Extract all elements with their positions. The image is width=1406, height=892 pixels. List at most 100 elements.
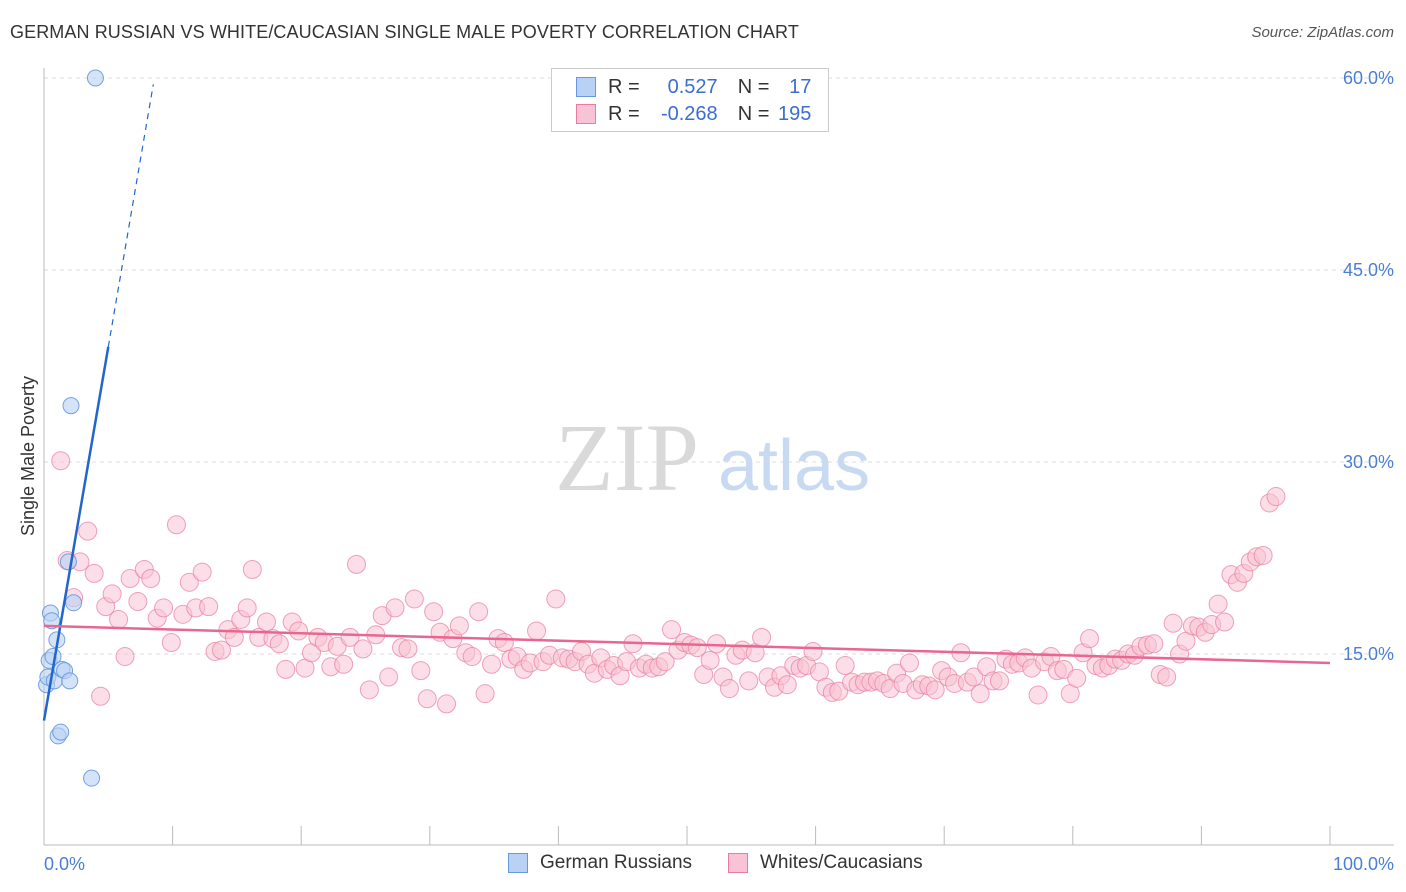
whites-caucasians-point [970,684,990,704]
whites-caucasians-point [527,621,547,641]
whites-caucasians-point [482,654,502,674]
whites-caucasians-point [494,632,514,652]
whites-caucasians-point [242,560,262,580]
whites-caucasians-point [662,620,682,640]
whites-caucasians-point [1253,545,1273,565]
whites-caucasians-point [404,589,424,609]
whites-caucasians-point [1266,487,1286,507]
whites-caucasians-point [192,562,212,582]
y-tick-label: 45.0% [1343,260,1394,280]
whites-caucasians-point [1215,612,1235,632]
legend-swatch-blue [576,77,596,97]
x-tick-label-max: 100.0% [1333,854,1394,874]
whites-caucasians-point [424,602,444,622]
source-label: Source: ZipAtlas.com [1251,24,1394,41]
whites-caucasians-point [449,616,469,636]
bottom-legend-label: German Russians [540,852,693,873]
whites-caucasians-point [359,680,379,700]
watermark-zip: ZIP [555,404,699,511]
whites-caucasians-point [78,521,98,541]
whites-caucasians-point [51,451,71,471]
whites-caucasians-point [803,641,823,661]
whites-caucasians-point [199,597,219,617]
whites-caucasians-point [899,653,919,673]
whites-caucasians-point [437,694,457,714]
whites-caucasians-point [1080,629,1100,649]
whites-caucasians-point [120,568,140,588]
whites-caucasians-point [411,661,431,681]
german-russians-point [62,397,80,415]
legend-n-value: 195 [778,102,812,125]
whites-caucasians-point [269,634,289,654]
whites-caucasians-point [462,647,482,667]
whites-caucasians-point [752,627,772,647]
whites-caucasians-point [128,592,148,612]
legend-r-label: R = [608,102,640,125]
german-russians-point [59,553,77,571]
x-ticks [172,826,1331,845]
whites-caucasians-point [379,667,399,687]
bottom-legend-swatch-pink [728,853,748,873]
watermark: ZIP atlas [555,404,870,511]
legend-n-label: N = [737,102,770,125]
whites-caucasians-point [289,621,309,641]
legend-swatch-pink [576,104,596,124]
whites-caucasians-point [237,598,257,618]
whites-caucasians-point [835,656,855,676]
german-russians-trendline-extension [107,84,154,347]
whites-caucasians-point [989,671,1009,691]
whites-caucasians-point [707,634,727,654]
legend-row-whites-caucasians: R = -0.268 N = 195 [576,102,811,126]
whites-caucasians-point [469,602,489,622]
german-russians-point [61,672,79,690]
whites-caucasians-point [1067,668,1087,688]
german-russians-point [65,594,83,612]
whites-caucasians-point [655,652,675,672]
whites-caucasians-points [51,451,1286,714]
german-russians-point [52,723,70,741]
whites-caucasians-point [1028,685,1048,705]
legend-r-label: R = [608,75,640,98]
trendlines [42,84,1331,721]
y-axis-title: Single Male Poverty [18,376,38,536]
whites-caucasians-point [385,598,405,618]
whites-caucasians-point [84,563,104,583]
whites-caucasians-point [398,639,418,659]
bottom-legend-whites-caucasians: Whites/Caucasians [728,852,923,874]
bottom-legend: German Russians Whites/Caucasians [0,852,1406,878]
whites-caucasians-point [224,627,244,647]
y-tick-label: 15.0% [1343,644,1394,664]
whites-caucasians-point [256,612,276,632]
bottom-legend-label: Whites/Caucasians [760,852,923,873]
whites-caucasians-point [109,609,129,629]
whites-caucasians-point [154,598,174,618]
whites-caucasians-point [179,572,199,592]
german-russians-trendline [42,346,110,721]
whites-caucasians-point [925,680,945,700]
whites-caucasians-point [161,632,181,652]
whites-caucasians-point [475,684,495,704]
whites-caucasians-point [115,647,135,667]
whites-caucasians-point [719,679,739,699]
whites-caucasians-point [1163,613,1183,633]
whites-caucasians-point [211,640,231,660]
whites-caucasians-point [166,515,186,535]
whites-caucasians-point [340,627,360,647]
german-russians-point [86,69,104,87]
legend-r-value: -0.268 [660,102,718,125]
legend-r-value: 0.527 [667,75,718,98]
whites-caucasians-point [353,639,373,659]
y-tick-labels: 15.0% 30.0% 45.0% 60.0% [1343,68,1394,664]
whites-caucasians-point [417,689,437,709]
y-tick-label: 60.0% [1343,68,1394,88]
y-tick-label: 30.0% [1343,452,1394,472]
whites-caucasians-point [739,671,759,691]
bottom-legend-swatch-blue [508,853,528,873]
whites-caucasians-point [700,650,720,670]
whites-caucasians-point [334,654,354,674]
whites-caucasians-point [546,589,566,609]
bottom-legend-german-russians: German Russians [508,852,692,874]
legend-n-value: 17 [789,75,812,98]
whites-caucasians-point [777,675,797,695]
